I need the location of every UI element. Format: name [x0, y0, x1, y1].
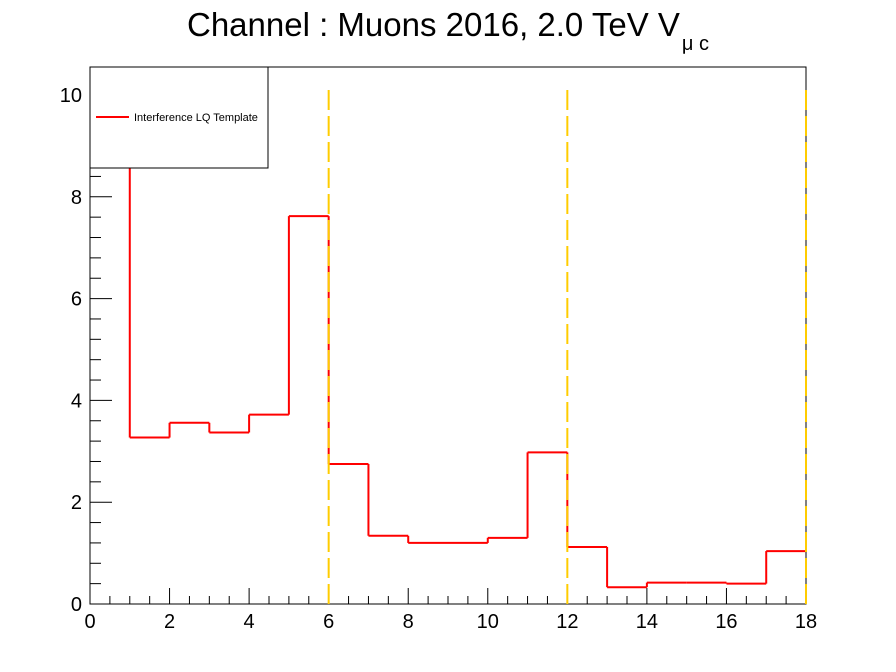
y-tick-label: 10: [60, 85, 82, 107]
y-tick-label: 4: [71, 390, 82, 412]
y-tick-label: 2: [71, 492, 82, 514]
x-tick-label: 12: [556, 611, 578, 633]
reference-lines-layer: [327, 89, 807, 604]
chart-title-subscript: μ c: [681, 33, 709, 55]
x-tick-label: 8: [403, 611, 414, 633]
x-tick-label: 10: [477, 611, 499, 633]
x-tick-label: 16: [715, 611, 737, 633]
y-tick-label: 8: [71, 187, 82, 209]
chart-title-main: Channel : Muons 2016, 2.0 TeV V: [187, 6, 680, 43]
x-tick-label: 4: [244, 611, 255, 633]
chart-title: Channel : Muons 2016, 2.0 TeV Vμ c: [0, 6, 896, 56]
x-tick-label: 14: [636, 611, 658, 633]
x-tick-label: 6: [323, 611, 334, 633]
y-tick-label: 0: [71, 594, 82, 616]
legend: Interference LQ Template: [89, 66, 269, 169]
x-tick-label: 18: [795, 611, 817, 633]
x-tick-label: 2: [164, 611, 175, 633]
axes-layer: 0 2 4 6 8 10 12 14 16 18 0 2 4 6 8 10: [60, 74, 817, 633]
y-tick-label: 6: [71, 289, 82, 311]
x-tick-label: 0: [84, 611, 95, 633]
legend-entry-label: Interference LQ Template: [134, 112, 258, 124]
